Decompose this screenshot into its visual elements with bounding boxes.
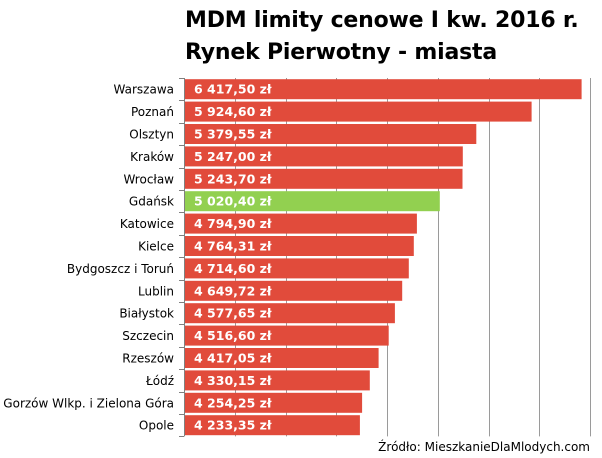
category-label: Gdańsk (129, 195, 174, 209)
chart-title-line-2: Rynek Pierwotny - miasta (185, 40, 497, 65)
source-note: Źródło: MieszkanieDlaMlodych.com (378, 440, 590, 454)
bar (184, 348, 379, 368)
category-label: Lublin (138, 284, 174, 298)
category-label: Gorzów Wlkp. i Zielona Góra (3, 396, 174, 410)
data-label: 5 020,40 zł (194, 194, 272, 209)
category-label: Białystok (119, 307, 174, 321)
category-label: Rzeszów (122, 352, 174, 366)
data-label: 5 243,70 zł (194, 171, 272, 186)
category-label: Kielce (138, 240, 174, 254)
category-label: Szczecin (122, 329, 174, 343)
data-label: 6 417,50 zł (194, 82, 272, 97)
category-label: Olsztyn (129, 128, 174, 142)
bar (184, 236, 414, 256)
chart-title-line-1: MDM limity cenowe I kw. 2016 r. (185, 8, 579, 33)
data-label: 4 233,35 zł (194, 418, 272, 433)
bar (184, 168, 463, 189)
category-label: Poznań (131, 105, 174, 119)
bar (184, 258, 409, 279)
data-label: 5 924,60 zł (194, 104, 272, 119)
bar (184, 392, 363, 413)
bar (184, 191, 440, 212)
data-label: 4 649,72 zł (194, 283, 272, 298)
category-label: Bydgoszcz i Toruń (67, 262, 174, 276)
data-label: 4 254,25 zł (194, 395, 272, 410)
category-label: Warszawa (114, 83, 174, 97)
category-label: Katowice (120, 217, 174, 231)
bar (184, 325, 389, 346)
data-label: 4 714,60 zł (194, 261, 272, 276)
data-label: 5 247,00 zł (194, 149, 272, 164)
category-label: Opole (139, 419, 174, 433)
data-label: 4 417,05 zł (194, 351, 272, 366)
bar (184, 79, 582, 100)
bar (184, 213, 417, 234)
bar (184, 303, 395, 324)
data-label: 5 379,55 zł (194, 127, 272, 142)
bar (184, 124, 477, 144)
bar (184, 370, 370, 391)
data-label: 4 330,15 zł (194, 373, 272, 388)
bar (184, 280, 403, 301)
data-label: 4 516,60 zł (194, 328, 272, 343)
data-label: 4 764,31 zł (194, 239, 272, 254)
category-label: Wrocław (123, 172, 174, 186)
bar (184, 415, 360, 436)
data-label: 4 577,65 zł (194, 306, 272, 321)
bar (184, 101, 532, 122)
bar (184, 146, 463, 167)
data-label: 4 794,90 zł (194, 216, 272, 231)
category-label: Łódź (145, 374, 174, 388)
category-label: Kraków (130, 150, 174, 164)
